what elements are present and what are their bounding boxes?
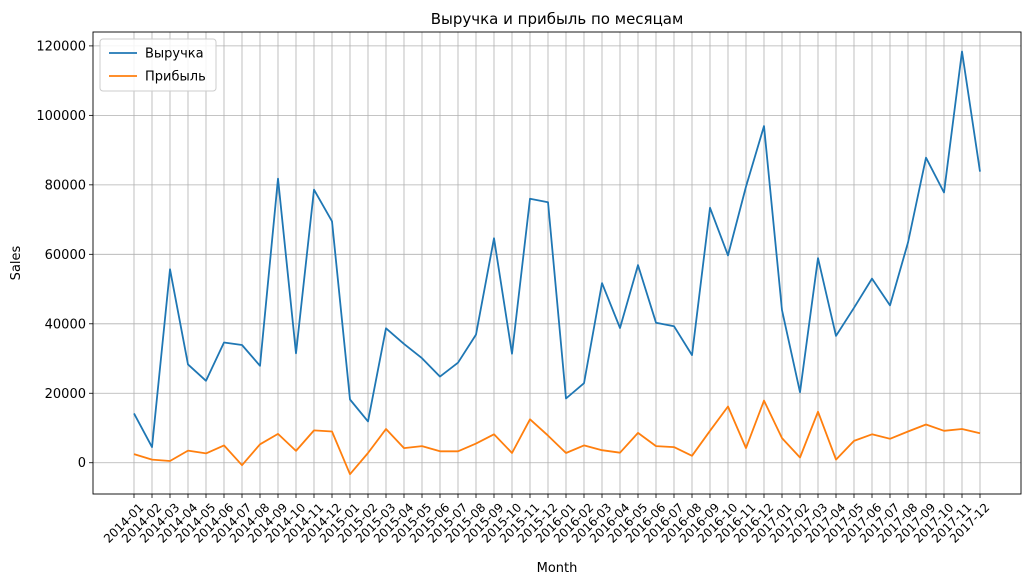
x-axis-label: Month (537, 561, 578, 576)
y-tick-label: 100000 (36, 109, 86, 124)
y-tick-label: 80000 (45, 178, 86, 193)
series-lines (133, 50, 981, 476)
chart-title: Выручка и прибыль по месяцам (431, 10, 684, 28)
legend-label: Выручка (145, 47, 204, 62)
y-tick-label: 20000 (45, 387, 86, 402)
plot-frame (92, 31, 1022, 495)
y-tick-label: 40000 (45, 317, 86, 332)
grid-lines (93, 32, 1021, 494)
legend: Выручка Прибыль (99, 38, 217, 92)
axes: 2014-012014-022014-032014-042014-052014-… (36, 31, 1022, 546)
series-line (133, 399, 981, 476)
y-tick-label: 60000 (45, 248, 86, 263)
legend-label: Прибыль (145, 70, 206, 85)
y-axis-label: Sales (9, 245, 24, 280)
legend-box (99, 38, 217, 92)
y-tick-label: 120000 (36, 39, 86, 54)
series-line (133, 50, 981, 449)
y-tick-label: 0 (78, 456, 86, 471)
